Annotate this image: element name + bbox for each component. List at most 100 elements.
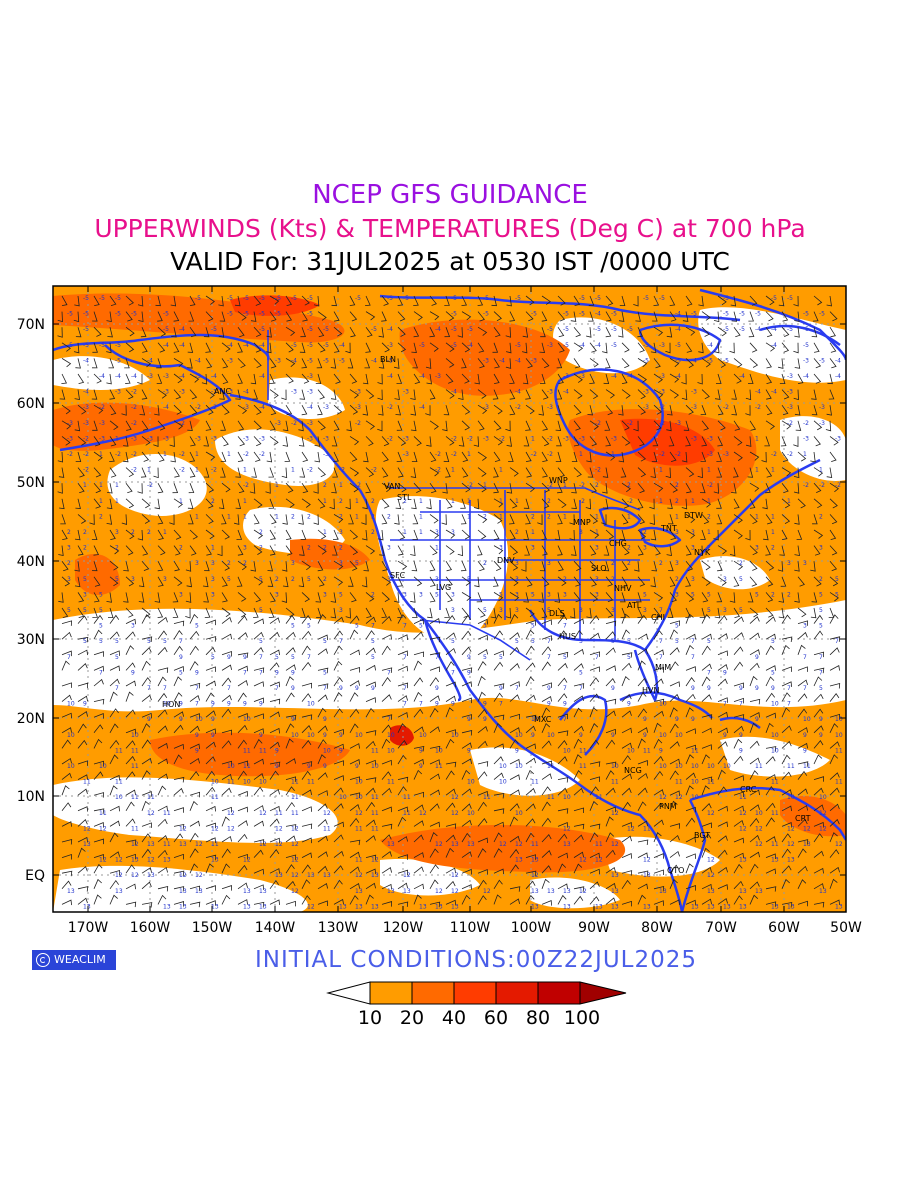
temperature-value: 9 [179,716,183,723]
wind-barb [365,819,376,827]
city-label: HVN [642,686,659,695]
wind-barb [93,771,104,780]
temperature-value: -4 [179,373,185,380]
temperature-value: -2 [179,420,185,427]
wind-barb [733,420,741,431]
wind-barb [253,631,264,640]
wind-barb [317,648,328,656]
temperature-value: -4 [595,311,601,318]
wind-barb [253,342,262,353]
wind-barb [685,863,694,874]
temperature-value: -4 [755,389,761,396]
wind-barb [189,373,200,383]
wind-barb [381,514,388,525]
wind-barb [250,311,257,322]
temperature-value: -4 [387,373,393,380]
wind-barb [269,711,280,718]
wind-barb [89,514,95,525]
wind-barb [461,420,470,431]
temperature-value: 10 [675,732,683,739]
wind-barb [156,373,163,384]
temperature-value: 10 [99,763,107,770]
temperature-value: 3 [67,576,71,583]
wind-barb [669,707,678,718]
wind-barb [781,404,789,416]
wind-barb [203,467,210,478]
wind-barb [557,894,567,905]
wind-barb [109,404,117,416]
wind-barb [125,755,136,765]
wind-barb [589,723,599,733]
wind-barb [571,451,578,463]
wind-barb [716,514,723,525]
wind-barb [381,482,392,493]
wind-barb [381,694,392,702]
city-label: SLO [591,564,607,573]
temperature-value: 3 [803,560,807,567]
wind-barb [317,900,328,907]
wind-barb [109,650,120,656]
wind-barb [780,576,787,587]
wind-barb [589,868,600,875]
temperature-value: 5 [83,576,87,583]
temperature-value: -3 [275,420,281,427]
wind-barb [93,576,101,587]
temperature-value: 5 [259,576,263,583]
temperature-value: -5 [451,342,457,349]
wind-barb [637,677,648,687]
wind-barb [108,358,115,369]
temperature-value: 1 [243,498,247,505]
temperature-value: 3 [275,591,279,598]
wind-barb [637,760,648,766]
temperature-value: -3 [131,435,137,442]
wind-barb [381,615,392,624]
temperature-value: 1 [163,529,167,536]
temperature-value: 10 [259,779,267,786]
wind-barb [765,295,775,306]
wind-barb [253,451,261,462]
city-label: PNM [659,802,677,811]
wind-barb [93,698,105,705]
temperature-value: 11 [547,763,555,770]
wind-barb [589,739,600,749]
wind-barb [61,576,70,587]
wind-barb [698,295,704,307]
wind-barb [461,851,472,858]
wind-barb [605,678,616,687]
wind-barb [813,436,821,447]
wind-barb [125,467,135,478]
temperature-value: 13 [691,903,699,910]
wind-barb [781,614,791,624]
temperature-value: 3 [211,576,215,583]
temperature-value: -4 [627,373,633,380]
temperature-value: 11 [243,747,251,754]
wind-barb [221,677,232,687]
temperature-value: 13 [435,903,443,910]
wind-barb [413,482,422,493]
wind-barb [61,560,69,572]
wind-barb [205,420,212,431]
wind-barb [410,545,416,557]
wind-barb [285,824,297,830]
wind-barb [107,483,113,494]
wind-barb [460,561,467,572]
temperature-value: -5 [115,311,121,318]
wind-barb [461,358,467,369]
wind-barb [74,576,81,588]
wind-barb [781,498,791,509]
wind-barb [588,295,595,306]
wind-barb [813,482,822,493]
temperature-value: -5 [243,311,249,318]
wind-barb [493,661,504,671]
wind-barb [445,467,451,478]
wind-barb [153,467,159,479]
temperature-value: 7 [403,701,407,708]
wind-barb [269,849,280,858]
temperature-value: 2 [627,560,631,567]
wind-barb [301,482,309,494]
wind-barb [237,404,248,415]
wind-barb [333,834,344,843]
temperature-value: -5 [451,326,457,333]
wind-barb [397,754,407,765]
temperature-value: 3 [691,576,695,583]
